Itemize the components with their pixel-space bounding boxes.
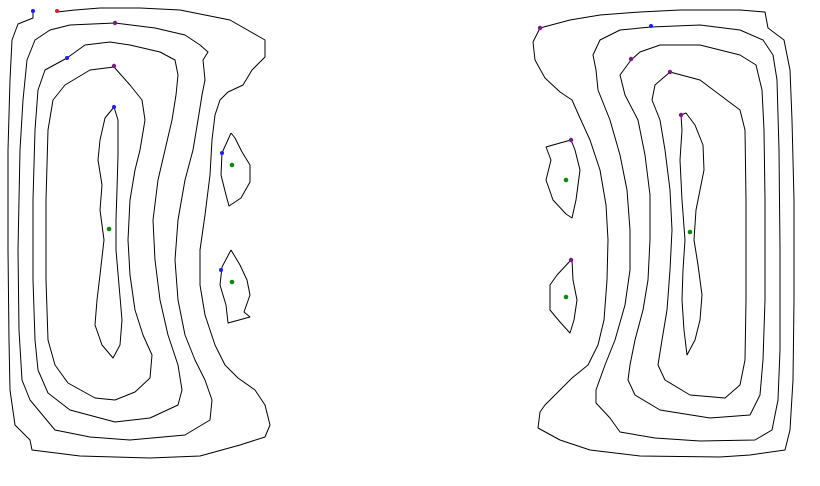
left-island-upper [220, 132, 251, 207]
right-marker-blue-1 [649, 24, 653, 28]
right-marker-green-1 [563, 177, 569, 183]
left-contour-4 [45, 66, 153, 401]
left-contour-5 [94, 106, 123, 359]
right-contour-3 [619, 44, 766, 419]
left-marker-green-2 [229, 162, 235, 168]
right-island-lower [549, 259, 578, 334]
right-marker-purple-4 [678, 112, 684, 118]
right-outer-contour [532, 9, 795, 458]
left-panel [7, 7, 271, 459]
right-marker-green-3 [563, 294, 569, 300]
left-island-lower [219, 249, 251, 324]
right-marker-purple-2 [628, 56, 634, 62]
right-marker-purple-3 [667, 69, 673, 75]
right-marker-purple-6 [568, 257, 574, 263]
left-marker-green-1 [106, 226, 112, 232]
right-contour-2 [592, 24, 781, 442]
left-marker-purple-2 [111, 63, 117, 69]
left-marker-blue-3 [112, 105, 116, 109]
left-outer-contour [7, 7, 271, 459]
left-marker-blue-1 [31, 9, 35, 13]
left-marker-blue-2 [65, 56, 69, 60]
right-marker-purple-1 [537, 25, 543, 31]
left-contour-2 [17, 22, 213, 441]
left-marker-blue-4 [220, 151, 224, 155]
right-contour-5 [679, 112, 705, 356]
left-marker-blue-5 [219, 268, 223, 272]
right-panel [532, 9, 795, 458]
right-contour-4 [651, 71, 747, 399]
left-marker-green-3 [229, 279, 235, 285]
left-marker-red-1 [55, 9, 59, 13]
left-marker-purple-1 [112, 20, 118, 26]
left-contour-3 [32, 41, 183, 423]
right-island-upper [545, 139, 581, 219]
right-marker-purple-5 [568, 137, 574, 143]
right-marker-green-2 [687, 229, 693, 235]
